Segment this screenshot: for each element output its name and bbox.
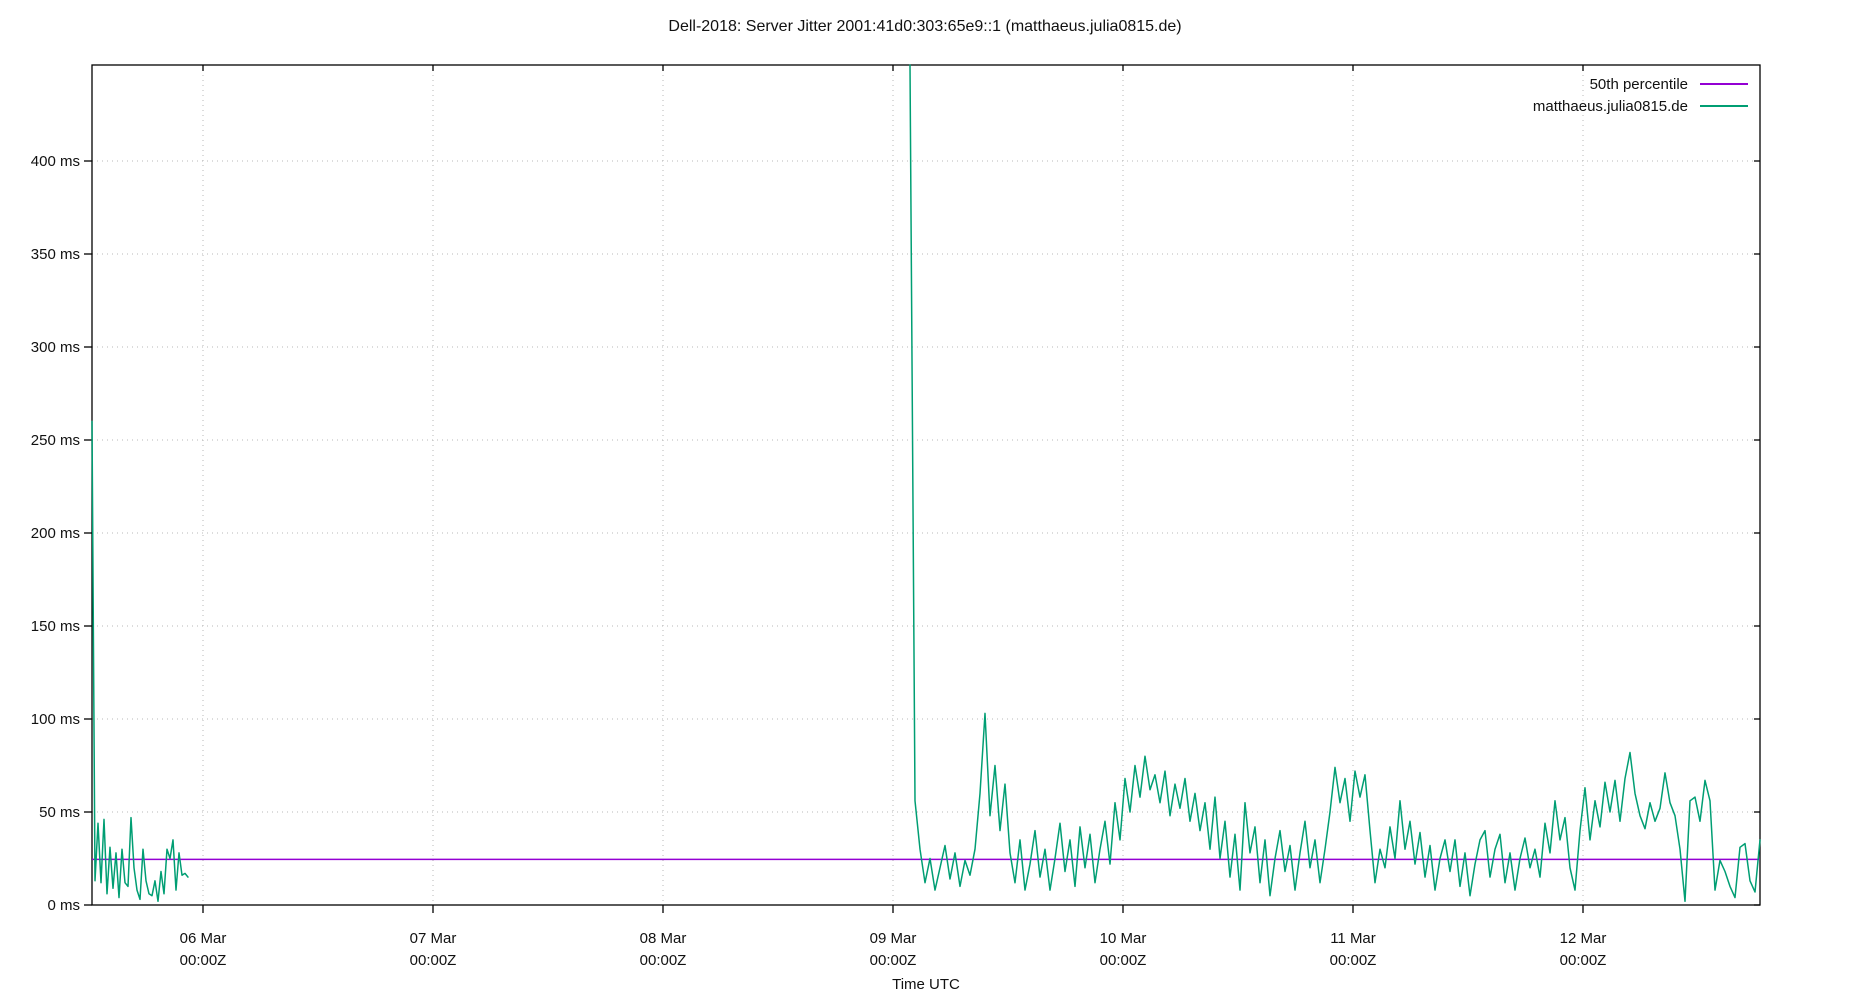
y-tick-label: 250 ms — [31, 432, 80, 449]
x-tick-label-date: 07 Mar — [410, 930, 457, 947]
legend-label-host: matthaeus.julia0815.de — [1532, 97, 1688, 115]
legend-row-percentile: 50th percentile — [1533, 73, 1748, 95]
x-tick-label-time: 00:00Z — [180, 952, 227, 969]
x-tick-label-time: 00:00Z — [640, 952, 687, 969]
y-tick-label: 200 ms — [31, 525, 80, 542]
y-tick-label: 400 ms — [31, 153, 80, 170]
legend-swatch-host-line — [1700, 105, 1748, 107]
x-tick-label-date: 10 Mar — [1100, 930, 1147, 947]
y-tick-label: 0 ms — [47, 897, 80, 914]
jitter-series-segment — [909, 64, 1761, 903]
plot-border — [91, 64, 1761, 906]
y-tick-label: 50 ms — [39, 804, 80, 821]
legend-swatch-percentile-line — [1700, 83, 1748, 85]
y-tick-label: 150 ms — [31, 618, 80, 635]
legend-label-percentile: 50th percentile — [1589, 75, 1688, 93]
y-tick-label: 350 ms — [31, 246, 80, 263]
x-tick-label-time: 00:00Z — [410, 952, 457, 969]
x-tick-label-date: 06 Mar — [180, 930, 227, 947]
chart-title: Dell-2018: Server Jitter 2001:41d0:303:6… — [668, 18, 1182, 35]
x-tick-label-time: 00:00Z — [1100, 952, 1147, 969]
jitter-series-segment — [91, 420, 189, 903]
x-tick-label-date: 09 Mar — [870, 930, 917, 947]
x-tick-label-date: 11 Mar — [1330, 930, 1376, 947]
x-tick-label-time: 00:00Z — [1330, 952, 1377, 969]
x-tick-label-time: 00:00Z — [870, 952, 917, 969]
y-tick-label: 100 ms — [31, 711, 80, 728]
legend-row-host: matthaeus.julia0815.de — [1533, 95, 1748, 117]
y-tick-label: 300 ms — [31, 339, 80, 356]
x-tick-label-time: 00:00Z — [1560, 952, 1607, 969]
x-tick-label-date: 12 Mar — [1560, 930, 1607, 947]
x-axis-title: Time UTC — [892, 976, 960, 993]
x-tick-label-date: 08 Mar — [640, 930, 687, 947]
legend: 50th percentile matthaeus.julia0815.de — [1533, 73, 1748, 117]
